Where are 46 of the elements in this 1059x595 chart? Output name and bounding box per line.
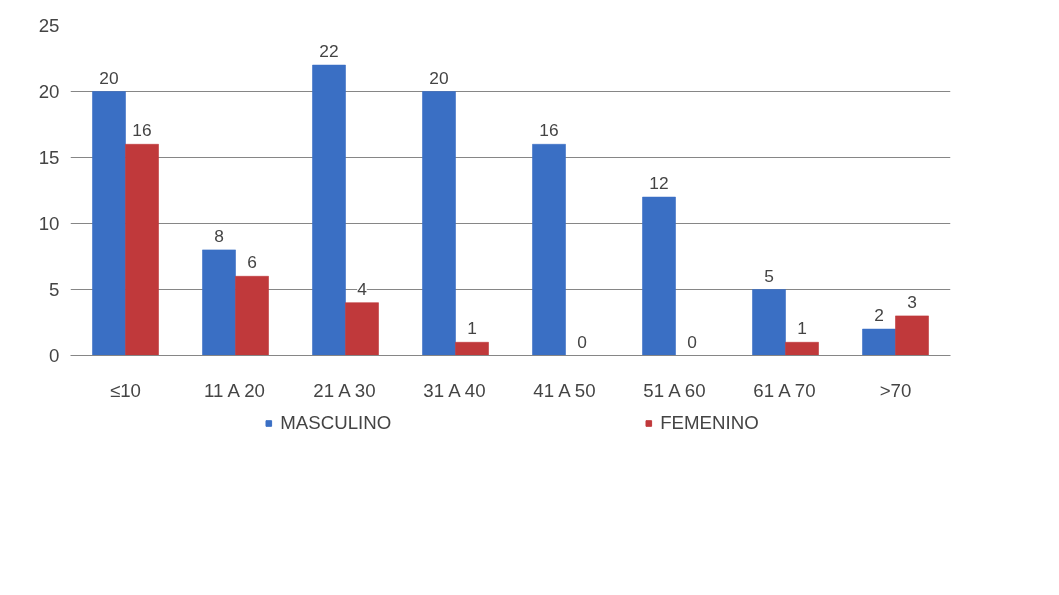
- data-label: 20: [99, 67, 119, 88]
- y-tick-label: 25: [38, 15, 60, 36]
- data-label: 0: [577, 331, 587, 352]
- data-label: 2: [874, 305, 884, 326]
- bar: [312, 64, 346, 356]
- x-tick-label: >70: [879, 379, 912, 401]
- data-label: 16: [539, 120, 559, 141]
- legend-label: MASCULINO: [280, 412, 392, 434]
- bar: [785, 342, 819, 356]
- y-tick-label: 20: [38, 81, 60, 102]
- data-label: 3: [907, 291, 917, 312]
- y-tick-label: 5: [49, 279, 60, 300]
- bar: [235, 276, 269, 356]
- legend-label: FEMENINO: [660, 412, 759, 434]
- y-tick-label: 15: [38, 147, 60, 168]
- bar: [895, 315, 929, 356]
- bar: [125, 144, 159, 356]
- data-label: 0: [687, 331, 697, 352]
- x-tick-label: 51 A 60: [643, 379, 706, 401]
- data-label: 16: [132, 120, 152, 141]
- x-tick-label: 21 A 30: [313, 379, 376, 401]
- bar: [345, 302, 379, 356]
- y-tick-label: 0: [49, 345, 60, 366]
- y-tick-label: 10: [38, 213, 60, 234]
- data-label: 20: [429, 67, 449, 88]
- bar: [92, 91, 126, 356]
- bar: [422, 91, 456, 356]
- bar: [532, 144, 566, 356]
- data-label: 6: [247, 252, 257, 273]
- bar: [642, 196, 676, 356]
- data-label: 1: [797, 318, 807, 339]
- bar: [202, 249, 236, 356]
- x-tick-label: 31 A 40: [423, 379, 486, 401]
- data-label: 1: [467, 318, 477, 339]
- x-tick-label: 11 A 20: [204, 379, 265, 401]
- data-label: 5: [764, 265, 774, 286]
- bar: [862, 328, 896, 356]
- x-tick-label: ≤10: [110, 379, 141, 401]
- data-label: 4: [357, 278, 368, 299]
- data-label: 8: [214, 225, 224, 246]
- x-tick-label: 61 A 70: [753, 379, 816, 401]
- data-label: 22: [319, 41, 339, 62]
- data-label: 12: [649, 173, 669, 194]
- bar: [455, 342, 489, 356]
- x-tick-label: 41 A 50: [533, 379, 596, 401]
- bar: [752, 289, 786, 356]
